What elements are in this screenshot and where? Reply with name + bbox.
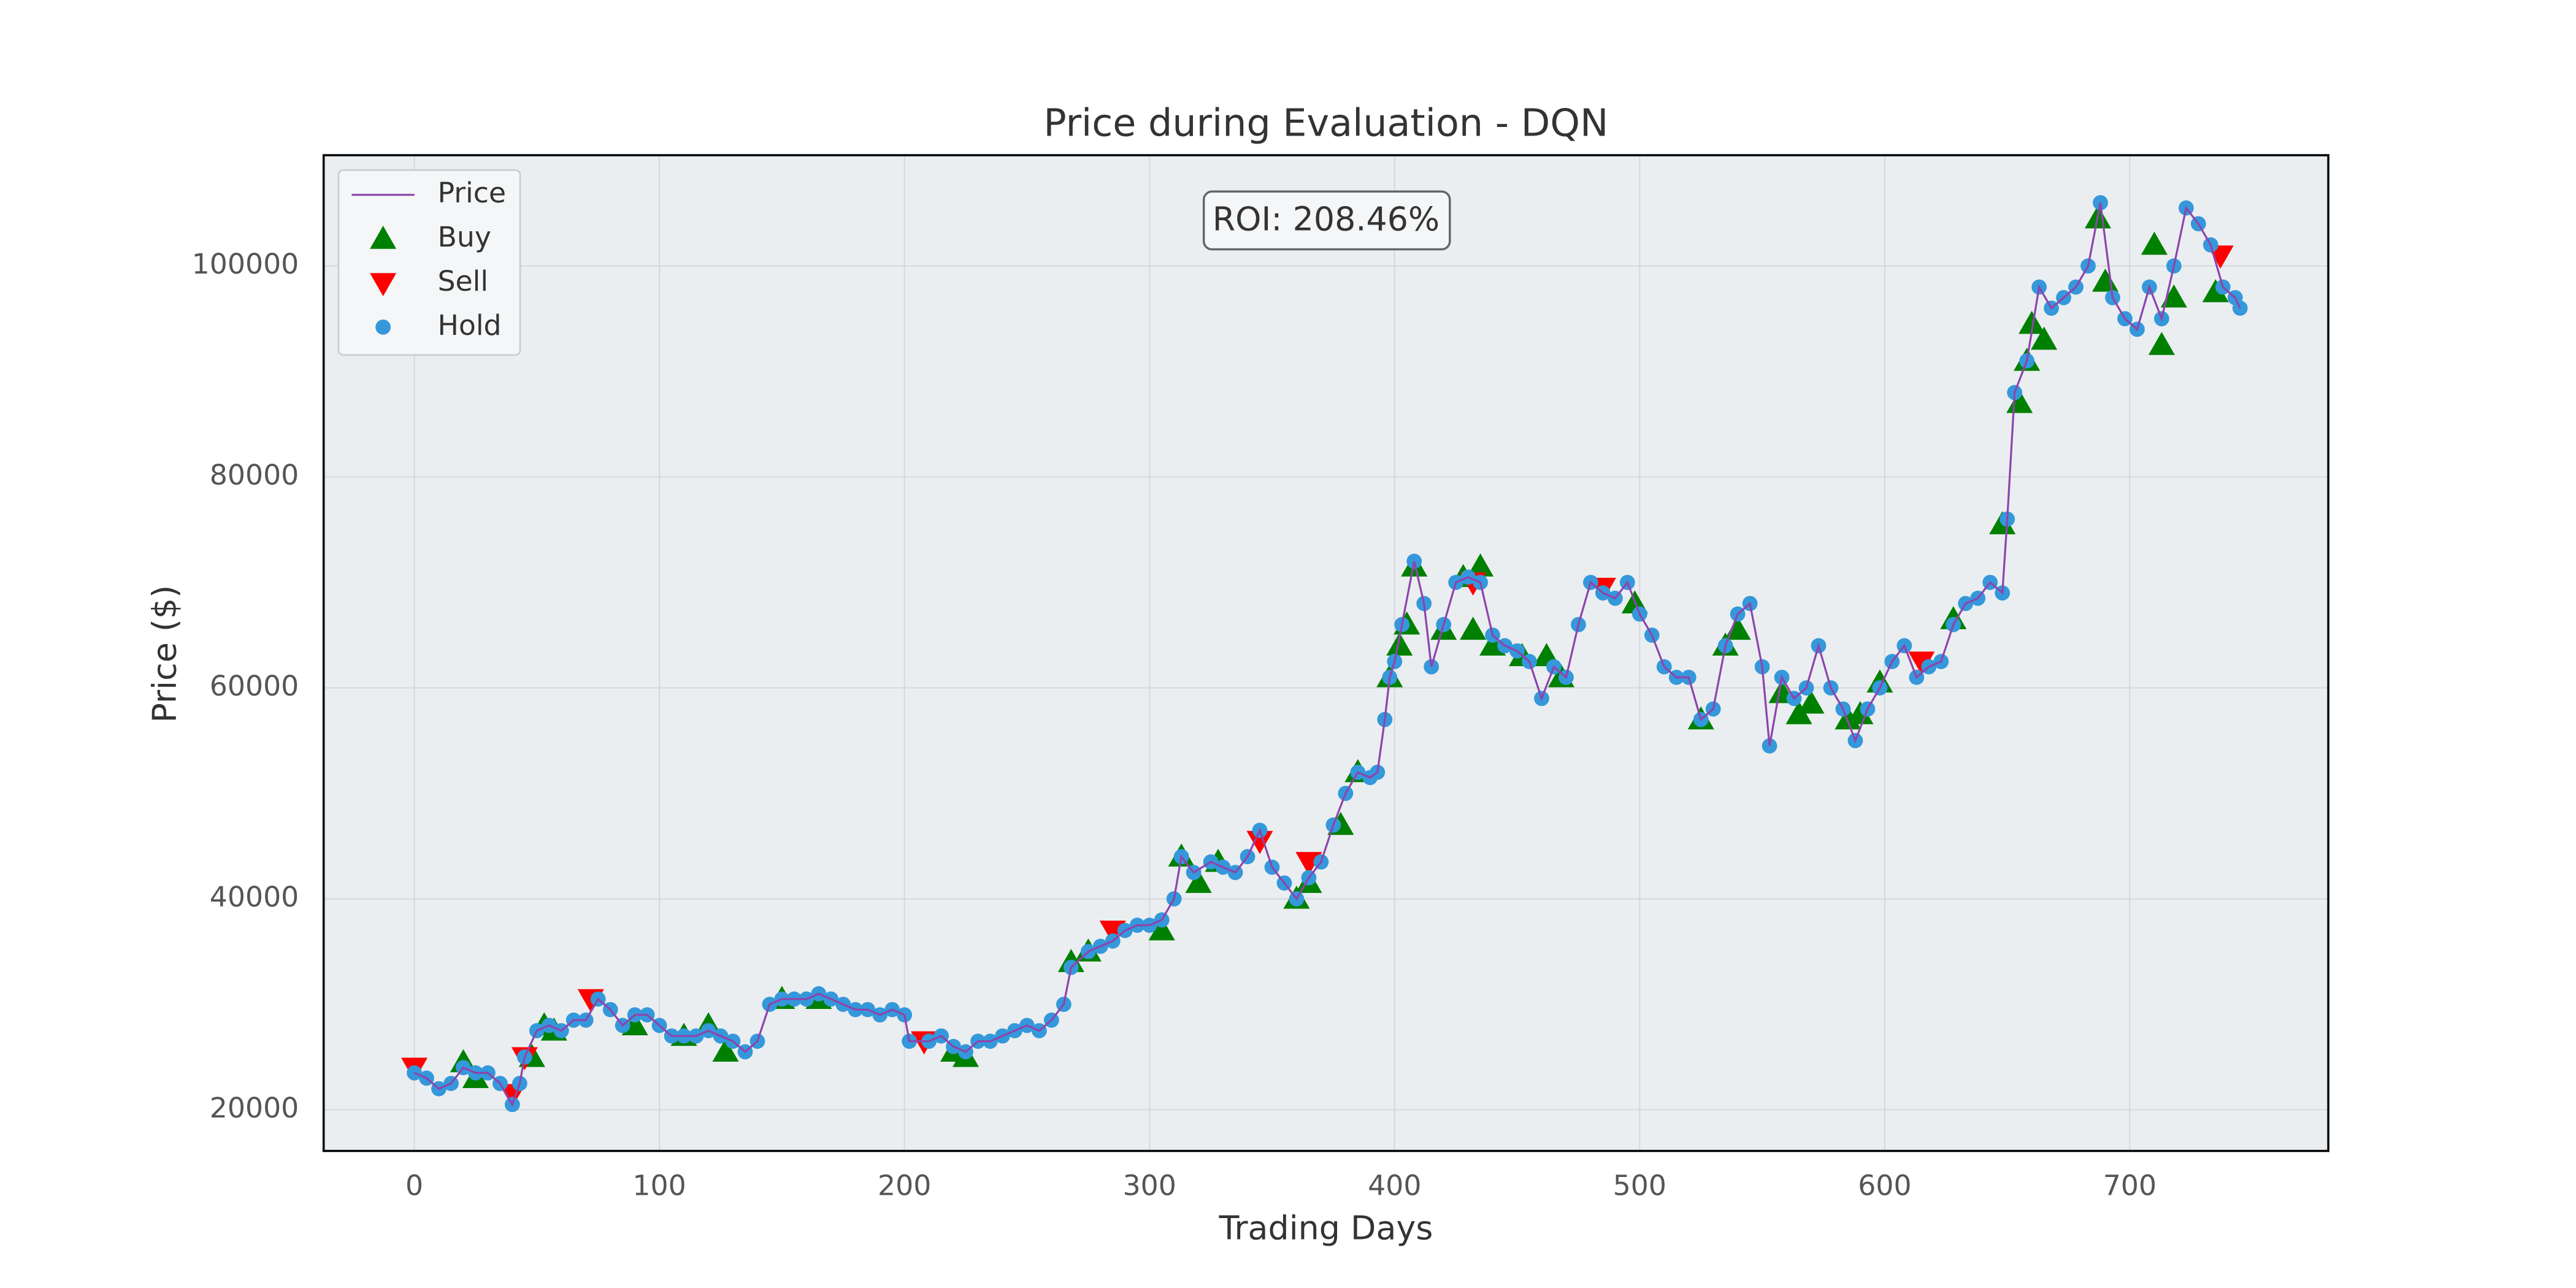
x-tick-label: 0 [405, 1169, 423, 1202]
sell-marker [1246, 830, 1273, 854]
chart-title: Price during Evaluation - DQN [1043, 101, 1608, 145]
sell-marker [1908, 651, 1935, 675]
plot-frame [322, 154, 2329, 1152]
buy-marker [2018, 310, 2045, 334]
legend-swatch [370, 273, 397, 296]
x-tick-label: 300 [1123, 1169, 1176, 1202]
y-tick-label: 40000 [210, 881, 299, 913]
x-axis-label: Trading Days [1218, 1208, 1433, 1247]
legend: Price Buy Sell Hold [351, 177, 506, 342]
buy-marker [1724, 616, 1751, 640]
legend-label: Hold [437, 309, 501, 342]
annotation: ROI: 208.46% [1213, 199, 1439, 238]
y-tick-label: 100000 [192, 248, 299, 280]
buy-marker [2202, 279, 2229, 302]
buy-marker [2031, 326, 2058, 350]
x-tick-label: 200 [878, 1169, 931, 1202]
buy-marker [712, 1038, 739, 1062]
legend-label: Buy [437, 221, 491, 253]
y-tick-label: 60000 [210, 670, 299, 702]
buy-marker [2141, 231, 2168, 255]
buy-marker [1460, 616, 1487, 640]
legend-swatch [370, 226, 397, 249]
marks [401, 195, 2248, 1113]
y-tick-label: 20000 [210, 1092, 299, 1124]
buy-marker [1798, 690, 1825, 714]
buy-marker [1386, 632, 1413, 656]
price-line [413, 202, 2241, 1107]
buy-marker [2160, 284, 2187, 308]
x-tick-label: 100 [632, 1169, 686, 1202]
legend-label: Price [437, 177, 506, 209]
buy-marker [1185, 870, 1212, 893]
x-tick-label: 400 [1368, 1169, 1421, 1202]
legend-label: Sell [437, 265, 488, 297]
annotation-box [1202, 190, 1451, 251]
buy-marker [1148, 917, 1175, 941]
x-tick-label: 500 [1613, 1169, 1666, 1202]
y-tick-label: 80000 [210, 459, 299, 491]
x-tick-label: 700 [2103, 1169, 2156, 1202]
y-axis-label: Price ($) [145, 585, 184, 723]
legend-box [337, 169, 521, 356]
x-tick-label: 600 [1858, 1169, 1911, 1202]
buy-marker [2148, 332, 2175, 355]
legend-swatch [375, 319, 391, 335]
plot-area [323, 155, 2329, 1151]
buy-marker [1847, 701, 1874, 724]
buy-marker [1467, 553, 1494, 577]
